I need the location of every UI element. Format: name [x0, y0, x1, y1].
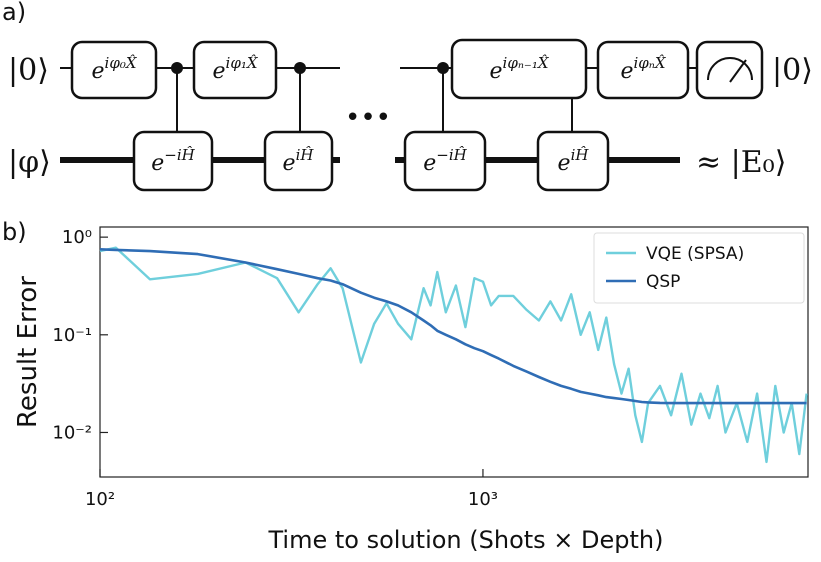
x-tick-label: 10²	[85, 489, 115, 510]
series-line	[99, 248, 807, 405]
control-lines	[176, 68, 573, 132]
y-tick-label: 10⁰	[62, 227, 92, 248]
input-ket: |0⟩	[8, 53, 49, 88]
gate-exponent: iĤ	[296, 146, 315, 164]
gate-label: eiφₙX̂	[620, 54, 666, 84]
gate-label: eiφ₀X̂	[91, 54, 137, 84]
y-tick-label: 10⁻²	[52, 422, 92, 443]
legend-box	[593, 232, 805, 304]
gate-base: e	[489, 59, 502, 84]
ellipsis: •••	[345, 103, 391, 133]
legend-label: QSP	[646, 272, 680, 292]
gate-exponent: iφ₁X̂	[226, 54, 259, 72]
gate-base: e	[423, 151, 436, 176]
gate-label: eiĤ	[283, 146, 315, 176]
panel-label: b)	[2, 218, 27, 246]
gate-base: e	[283, 151, 296, 176]
gate-base: e	[620, 59, 633, 84]
gate-base: e	[558, 151, 571, 176]
gate	[403, 130, 487, 192]
gate-exponent: −iĤ	[164, 146, 195, 164]
gate-base: e	[212, 59, 225, 84]
output-ket: |0⟩	[772, 53, 813, 88]
gate-base: e	[91, 59, 104, 84]
gate-label: e−iĤ	[151, 146, 195, 176]
gate	[132, 130, 214, 192]
plot-frame	[99, 226, 809, 478]
gate-label: e−iĤ	[423, 146, 467, 176]
y-tick-label: 10⁻¹	[52, 325, 92, 346]
gate-label: eiφ₁X̂	[212, 54, 258, 84]
panel-label: a)	[2, 0, 26, 26]
gate-exponent: iφₙX̂	[633, 54, 666, 72]
gate	[192, 40, 278, 100]
gate-label: eiφₙ₋₁X̂	[489, 54, 549, 84]
series-line	[99, 246, 808, 464]
gate	[263, 130, 334, 192]
gate-exponent: −iĤ	[436, 146, 467, 164]
gate	[450, 38, 588, 100]
gate	[70, 40, 158, 100]
legend-label: VQE (SPSA)	[646, 244, 744, 264]
gate-label: eiĤ	[558, 146, 590, 176]
x-axis-label: Time to solution (Shots × Depth)	[268, 526, 664, 554]
measurement	[695, 40, 764, 100]
gate-base: e	[151, 151, 164, 176]
y-axis-label: Result Error	[13, 276, 43, 428]
gate-exponent: iφ₀X̂	[105, 54, 138, 72]
gate	[596, 40, 690, 100]
gate	[536, 130, 610, 192]
gate-exponent: iφₙ₋₁X̂	[503, 54, 550, 72]
x-tick-label: 10³	[468, 489, 498, 510]
meter-icon	[707, 57, 753, 83]
gate-exponent: iĤ	[571, 146, 590, 164]
input-ket: |φ⟩	[8, 145, 51, 180]
output-ket: ≈ |E₀⟩	[696, 145, 786, 180]
